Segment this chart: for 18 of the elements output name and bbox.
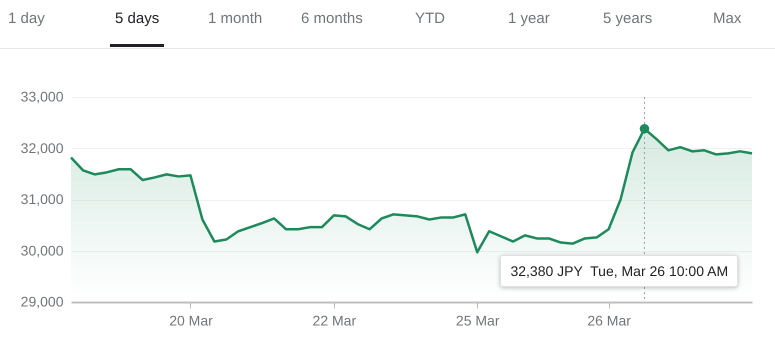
text: Max bbox=[713, 10, 742, 27]
y-tick-label: 30,000 bbox=[20, 242, 64, 258]
annotation: 32,380 JPY Tue, Mar 26 10:00 AM bbox=[500, 254, 738, 287]
text: 6 months bbox=[301, 10, 363, 27]
x-tick-label: 26 Mar bbox=[587, 312, 632, 328]
y-tick-label: 31,000 bbox=[20, 191, 64, 207]
text: 5 days bbox=[115, 10, 160, 27]
y-tick-label: 33,000 bbox=[20, 88, 64, 104]
y-tick-label: 32,000 bbox=[20, 140, 64, 156]
x-tick-label: 20 Mar bbox=[169, 312, 214, 328]
x-tick-label: 25 Mar bbox=[456, 312, 500, 328]
text: 5 years bbox=[603, 10, 652, 27]
x-tick-label: 22 Mar bbox=[312, 312, 356, 328]
text: 1 month bbox=[208, 10, 262, 27]
y-tick-label: 29,000 bbox=[20, 294, 64, 310]
text: YTD bbox=[415, 10, 445, 27]
text: 1 day bbox=[8, 10, 45, 27]
text: 1 year bbox=[508, 10, 550, 27]
